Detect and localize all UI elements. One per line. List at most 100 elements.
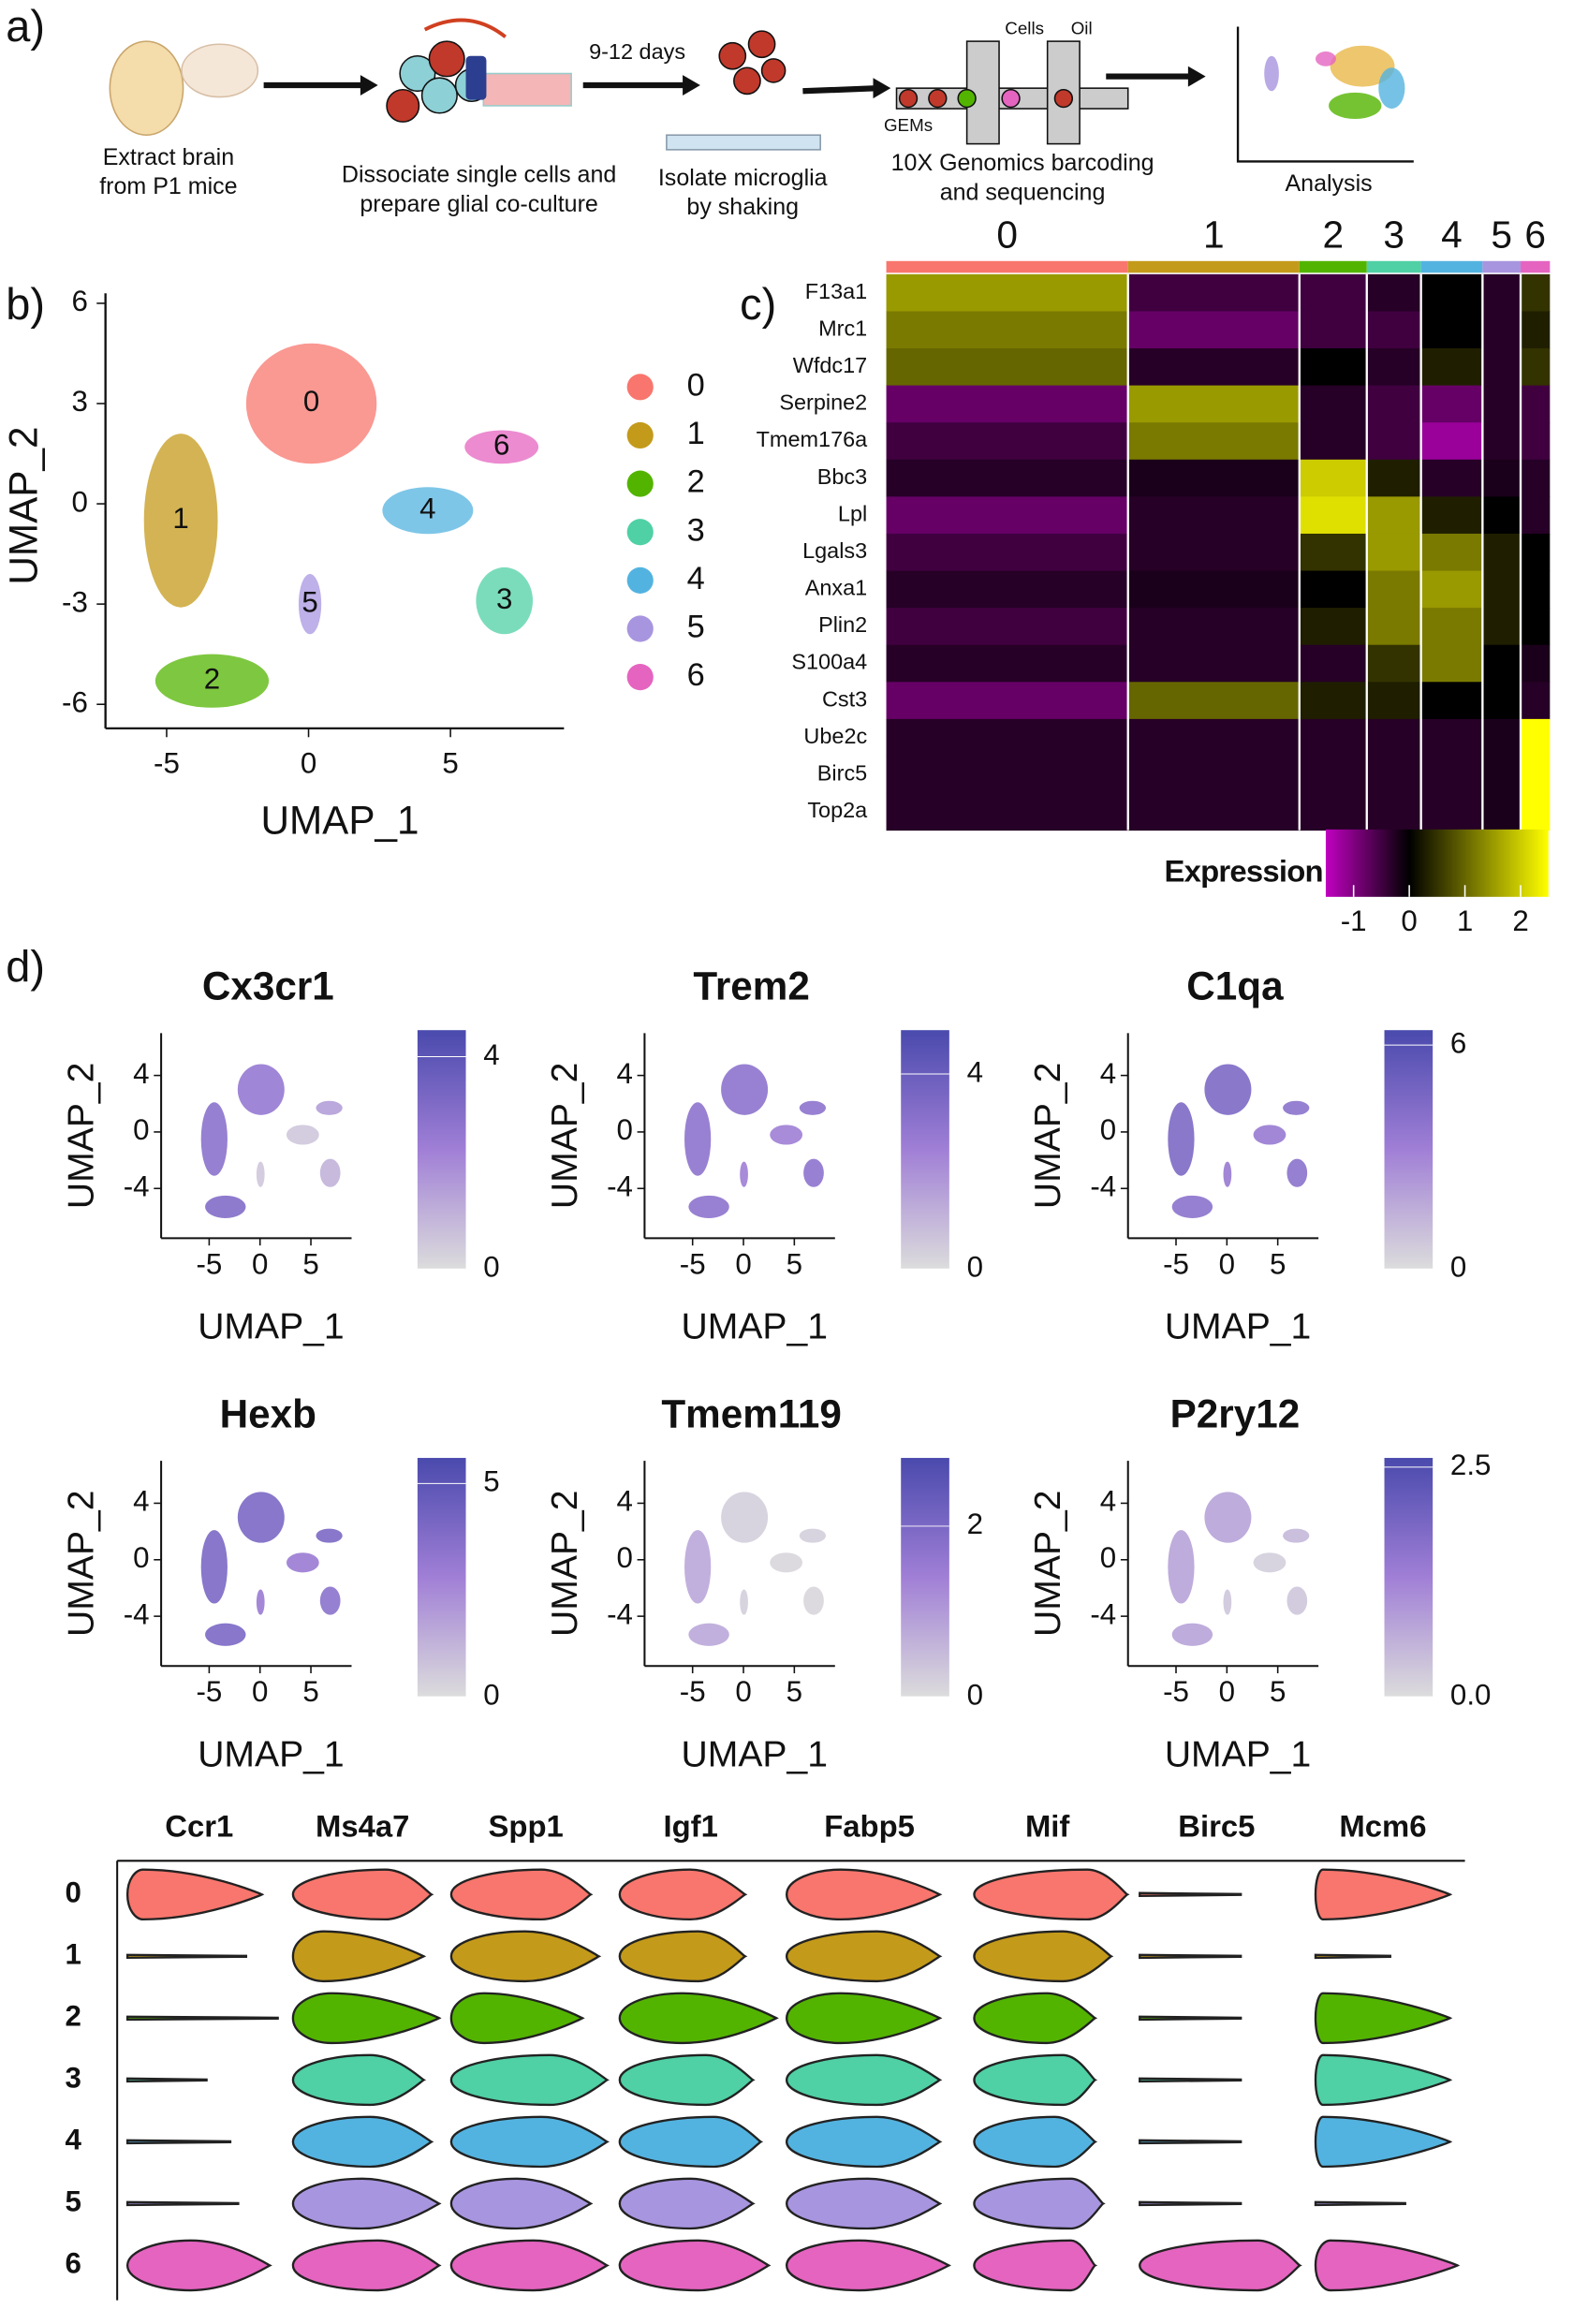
heat-cell: [1299, 682, 1367, 720]
heat-cell: [1366, 608, 1421, 646]
duration-label: 9-12 days: [589, 39, 685, 64]
heat-cell: [1521, 756, 1551, 794]
gene-label: Top2a: [807, 798, 868, 822]
cluster-label: 4: [419, 492, 435, 524]
heat-cell: [1521, 459, 1551, 497]
cluster-label: 3: [1383, 213, 1404, 257]
heat-cell: [1521, 273, 1551, 312]
chip-label: Oil: [1071, 19, 1093, 38]
heat-cell: [1127, 385, 1300, 423]
violin: [973, 2053, 1098, 2107]
x-tick-label: -5: [196, 1247, 222, 1280]
heat-cell: [1127, 422, 1300, 461]
violin: [786, 1930, 943, 1983]
x-tick-label: 5: [442, 746, 458, 779]
heat-cell: [1420, 682, 1483, 720]
violin: [973, 2239, 1098, 2292]
violin: [973, 2115, 1098, 2169]
gene-label: Birc5: [1178, 1809, 1255, 1844]
gene-label: Lpl: [838, 501, 867, 525]
y-axis-label: UMAP_2: [545, 1490, 585, 1637]
heat-cell: [1521, 570, 1551, 609]
heat-cell: [1299, 793, 1367, 831]
legend-swatch: [626, 374, 654, 401]
heat-cell: [886, 273, 1128, 312]
panel-label: c): [740, 280, 776, 329]
heat-cell: [1420, 311, 1483, 349]
violin: [1314, 1953, 1391, 1960]
cluster-bar: [1521, 260, 1551, 273]
colorbar: [901, 1030, 949, 1270]
heat-cell: [1127, 682, 1300, 720]
legend-label: 4: [687, 561, 705, 596]
expression-cloud: [1204, 1064, 1252, 1115]
cluster-label: 5: [301, 585, 317, 618]
cluster-label: 4: [1441, 213, 1463, 257]
analysis-icon: [1236, 26, 1414, 163]
gene-label: Birc5: [817, 760, 867, 785]
cluster-cloud: [143, 434, 218, 608]
colorbar-tick-label: 2.5: [1450, 1449, 1491, 1481]
gene-label: Bbc3: [817, 464, 867, 489]
heat-cell: [1299, 644, 1367, 683]
expression-cloud: [1171, 1195, 1213, 1218]
cluster-label: 2: [66, 2000, 81, 2033]
expression-cloud: [319, 1158, 341, 1187]
arrow-head: [683, 75, 700, 96]
heat-cell: [886, 348, 1128, 387]
y-tick-label: 3: [71, 385, 87, 418]
gene-label: Cst3: [822, 686, 867, 711]
violin: [618, 2239, 772, 2292]
cluster-label: 3: [496, 582, 512, 615]
step-label: by shaking: [686, 194, 799, 220]
colorbar-tick-label: 1: [1457, 905, 1473, 937]
cluster-label: 6: [66, 2247, 81, 2280]
colorbar: [1384, 1458, 1434, 1698]
violin: [291, 1868, 434, 1921]
violin: [449, 2239, 610, 2292]
cluster-bar: [1127, 260, 1300, 273]
x-tick-label: 0: [252, 1247, 268, 1280]
heat-cell: [1482, 496, 1522, 535]
cluster-bar: [886, 260, 1128, 273]
heat-cell: [1521, 311, 1551, 349]
heat-cell: [1420, 385, 1483, 423]
heat-cell: [1420, 422, 1483, 461]
legend-swatch: [626, 421, 654, 449]
x-tick-label: 5: [1270, 1247, 1286, 1280]
expression-cloud: [319, 1586, 341, 1615]
heat-cell: [886, 682, 1128, 720]
heat-cell: [1366, 793, 1421, 831]
heat-cell: [1521, 682, 1551, 720]
violin: [1139, 1891, 1242, 1898]
expression-cloud: [684, 1102, 712, 1176]
violin: [125, 1953, 248, 1960]
heat-cell: [886, 496, 1128, 535]
step-label: Dissociate single cells and: [342, 162, 616, 188]
cluster-label: 2: [204, 662, 220, 695]
violin: [786, 2177, 943, 2230]
violin: [125, 1868, 265, 1921]
violin: [449, 2177, 594, 2230]
heat-cell: [886, 718, 1128, 757]
gene-label: Lgals3: [802, 538, 867, 563]
violin: [618, 2115, 764, 2169]
x-tick-label: 0: [735, 1675, 751, 1708]
y-tick-label: -4: [607, 1597, 633, 1630]
x-tick-label: -5: [680, 1247, 706, 1280]
colorbar-tick-label: 0: [483, 1250, 499, 1283]
heat-cell: [1482, 311, 1522, 349]
colorbar: [417, 1030, 466, 1270]
expression-cloud: [1223, 1161, 1232, 1187]
heat-cell: [1482, 273, 1522, 312]
violin: [1314, 2053, 1453, 2107]
violin: [449, 2053, 610, 2107]
expression-cloud: [1287, 1158, 1308, 1187]
heat-cell: [1127, 793, 1300, 831]
expression-cloud: [770, 1552, 803, 1573]
y-tick-label: 0: [133, 1113, 149, 1146]
heat-cell: [1366, 570, 1421, 609]
y-axis-label: UMAP_2: [62, 1490, 102, 1637]
x-tick-label: 5: [787, 1675, 802, 1708]
heat-cell: [1482, 422, 1522, 461]
